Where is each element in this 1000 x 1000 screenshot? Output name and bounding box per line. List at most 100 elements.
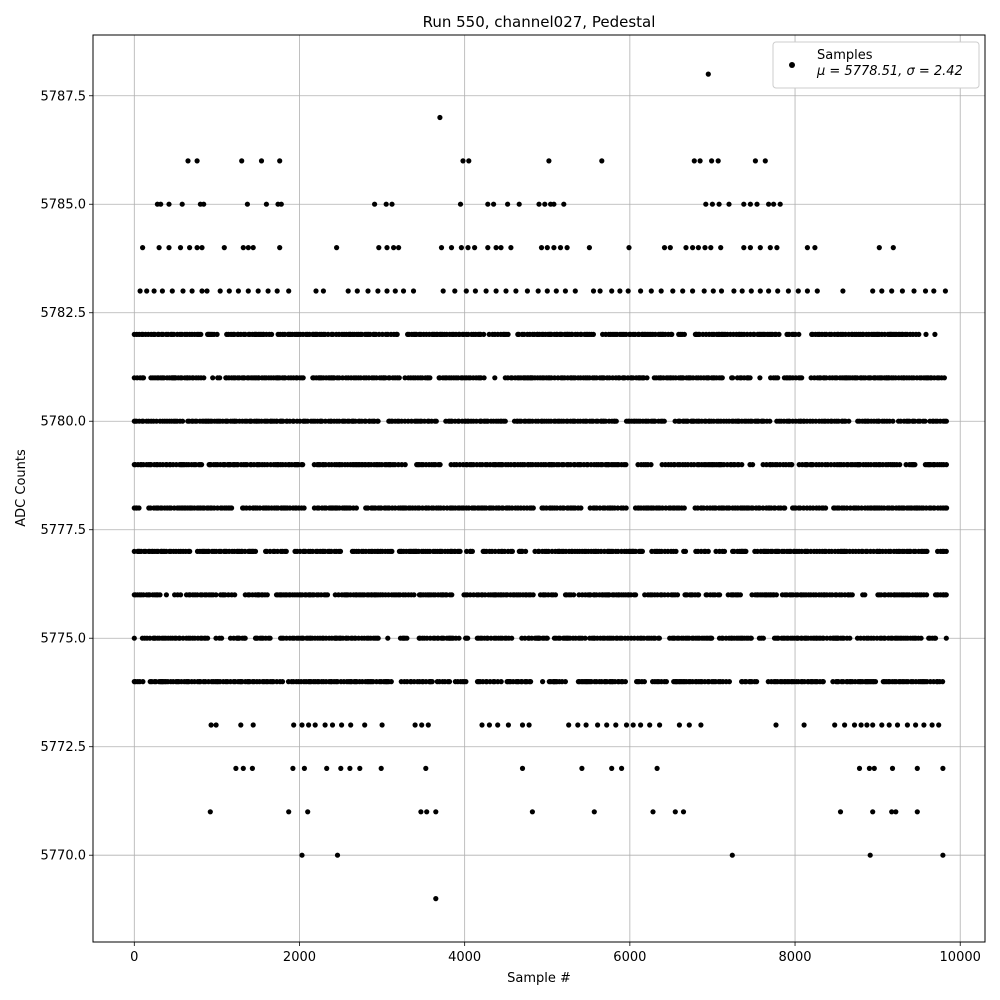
- data-point: [465, 245, 471, 251]
- data-point: [375, 635, 381, 641]
- data-point: [832, 722, 838, 728]
- data-point: [842, 722, 848, 728]
- data-point: [773, 592, 780, 598]
- data-point: [252, 548, 259, 555]
- data-point: [904, 722, 911, 728]
- data-point: [943, 462, 950, 468]
- data-point: [670, 288, 676, 294]
- data-point: [199, 462, 205, 468]
- data-point: [396, 375, 402, 381]
- data-point: [804, 288, 811, 294]
- data-point: [929, 722, 935, 728]
- y-tick-label: 5787.5: [41, 89, 87, 104]
- data-point: [217, 375, 223, 381]
- data-point: [686, 722, 692, 728]
- data-point: [622, 679, 629, 685]
- data-point: [752, 158, 759, 164]
- y-tick-label: 5785.0: [41, 198, 87, 213]
- data-point: [463, 679, 469, 685]
- data-point: [597, 288, 603, 294]
- data-point: [823, 505, 829, 511]
- data-point: [718, 288, 725, 294]
- data-point: [741, 201, 747, 207]
- data-point: [879, 288, 885, 294]
- data-point: [338, 765, 344, 772]
- data-point: [157, 592, 163, 598]
- data-point: [767, 418, 773, 424]
- data-point: [658, 288, 664, 294]
- data-point: [638, 722, 644, 728]
- data-point: [509, 548, 515, 555]
- data-point: [944, 505, 950, 511]
- x-axis-ticks: 0 2000 4000 6000 8000 10000: [130, 942, 981, 965]
- data-point: [575, 722, 581, 728]
- data-point: [392, 288, 398, 294]
- data-point: [437, 114, 443, 121]
- data-point: [674, 592, 681, 598]
- data-point: [633, 592, 639, 598]
- data-point: [682, 548, 689, 555]
- data-point: [762, 158, 768, 164]
- data-point: [400, 288, 407, 294]
- data-point: [623, 722, 630, 728]
- data-point: [676, 722, 683, 728]
- data-point: [465, 635, 471, 641]
- data-point: [654, 765, 660, 772]
- data-point: [571, 592, 577, 598]
- data-point: [375, 288, 381, 294]
- data-point: [866, 765, 873, 772]
- data-point: [922, 418, 928, 424]
- y-axis-label: ADC Counts: [14, 449, 29, 527]
- data-point: [661, 418, 667, 424]
- data-point: [750, 462, 756, 468]
- data-point: [890, 245, 896, 251]
- data-point: [140, 375, 147, 381]
- data-point: [705, 71, 711, 77]
- data-point: [710, 288, 716, 294]
- data-point: [394, 331, 400, 337]
- data-point: [179, 201, 185, 207]
- data-point: [789, 462, 795, 468]
- data-point: [730, 375, 736, 381]
- data-point: [921, 722, 927, 728]
- data-point: [217, 288, 223, 294]
- data-point: [213, 722, 219, 728]
- data-point: [879, 722, 885, 728]
- x-tick-label: 10000: [940, 950, 981, 965]
- data-point: [493, 245, 499, 251]
- data-point: [201, 201, 207, 207]
- data-point: [440, 288, 446, 294]
- data-point: [617, 288, 623, 294]
- data-point: [226, 288, 232, 294]
- data-point: [240, 765, 246, 772]
- data-point: [334, 245, 340, 251]
- data-point: [495, 722, 501, 728]
- data-point: [702, 245, 708, 251]
- data-point: [796, 331, 802, 337]
- data-point: [213, 592, 219, 598]
- data-point: [718, 245, 724, 251]
- data-point: [701, 288, 707, 294]
- data-point: [163, 592, 169, 598]
- data-point: [339, 722, 345, 728]
- data-point: [485, 245, 491, 251]
- data-point: [747, 375, 753, 381]
- data-point: [245, 245, 251, 251]
- data-point: [283, 548, 289, 555]
- data-point: [691, 158, 697, 164]
- data-point: [739, 288, 745, 294]
- data-point: [799, 375, 805, 381]
- data-point: [274, 288, 280, 294]
- data-point: [505, 201, 511, 207]
- data-point: [943, 418, 950, 424]
- data-point: [721, 548, 728, 555]
- data-point: [943, 635, 949, 641]
- data-point: [566, 722, 572, 728]
- data-point: [375, 418, 381, 424]
- data-point: [469, 548, 475, 555]
- data-point: [562, 288, 569, 294]
- data-point: [599, 158, 605, 164]
- data-point: [235, 288, 241, 294]
- data-point: [705, 548, 711, 555]
- data-point: [851, 722, 858, 728]
